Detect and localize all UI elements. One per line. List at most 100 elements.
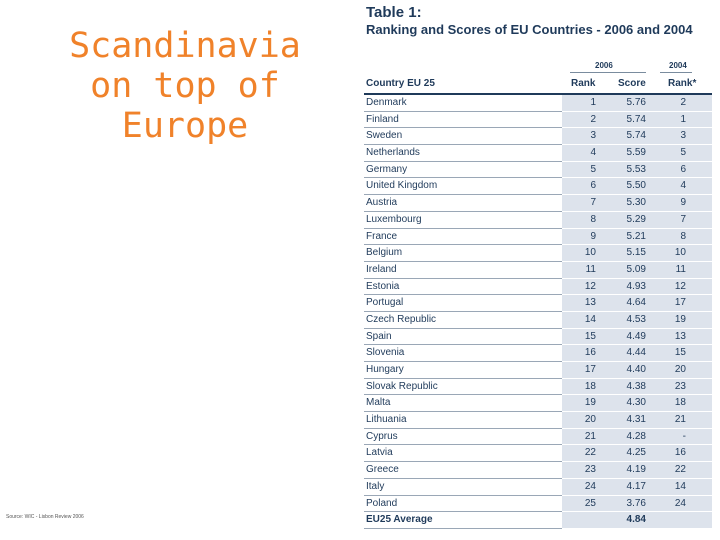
- year-2006-header: 2006: [595, 61, 613, 70]
- table-row: Finland 2 5.74 1: [342, 111, 720, 129]
- table-subtitle: Ranking and Scores of EU Countries - 200…: [366, 22, 693, 37]
- rank-cell: 2: [590, 113, 596, 125]
- rank-cell: 9: [590, 230, 596, 242]
- rank-2004-cell: -: [682, 430, 686, 442]
- rank-cell: 16: [584, 347, 596, 359]
- score-cell: 4.93: [626, 280, 646, 292]
- rank-cell: 6: [590, 180, 596, 192]
- score-cell: 5.09: [626, 263, 646, 275]
- country-cell: Luxembourg: [364, 212, 562, 229]
- rank-cell: 5: [590, 163, 596, 175]
- score-cell: 5.76: [626, 97, 646, 108]
- country-cell: Slovenia: [364, 345, 562, 362]
- country-cell: Ireland: [364, 262, 562, 279]
- rank-2004-cell: 14: [674, 480, 686, 492]
- row-shade: [562, 478, 712, 496]
- row-shade: [562, 128, 712, 146]
- score-cell: 3.76: [626, 497, 646, 509]
- column-header-rank-2004: Rank*: [668, 78, 697, 89]
- country-cell: Lithuania: [364, 412, 562, 429]
- rank-2004-cell: 15: [674, 347, 686, 359]
- rank-2004-cell: 19: [674, 313, 686, 325]
- score-cell: 4.84: [626, 514, 646, 526]
- slide-title: Scandinavia on top of Europe: [60, 26, 310, 146]
- rank-2004-cell: 18: [674, 397, 686, 409]
- row-shade: [562, 161, 712, 179]
- rank-cell: 23: [584, 464, 596, 476]
- table-body: Denmark 1 5.76 2 Finland 2 5.74 1 Sweden 3 5.74 3 Ne…: [342, 95, 720, 529]
- country-cell: Hungary: [364, 362, 562, 379]
- table-row: Greece 23 4.19 22: [342, 462, 720, 479]
- country-cell: Poland: [364, 496, 562, 513]
- table-row: Cyprus 21 4.28 -: [342, 428, 720, 446]
- table-row: Poland 25 3.76 24: [342, 495, 720, 513]
- country-cell: Netherlands: [364, 145, 562, 162]
- country-cell: Malta: [364, 395, 562, 413]
- ranking-table: Table 1: Ranking and Scores of EU Countr…: [342, 0, 720, 540]
- header-rule: [364, 93, 712, 95]
- country-cell: Greece: [364, 462, 562, 479]
- table-row: Italy 24 4.17 14: [342, 478, 720, 496]
- score-cell: 5.59: [626, 147, 646, 159]
- rank-cell: 7: [590, 197, 596, 209]
- score-cell: 5.15: [626, 247, 646, 259]
- row-shade: [562, 378, 712, 396]
- table-row: United Kingdom 6 5.50 4: [342, 178, 720, 196]
- score-cell: 4.64: [626, 297, 646, 309]
- row-shade: [562, 261, 712, 279]
- rank-cell: 19: [584, 397, 596, 409]
- rank-cell: 11: [585, 263, 596, 275]
- table-row: Belgium 10 5.15 10: [342, 245, 720, 262]
- table-row: Hungary 17 4.40 20: [342, 362, 720, 379]
- country-cell: Estonia: [364, 279, 562, 296]
- score-cell: 4.49: [626, 330, 646, 342]
- score-cell: 4.38: [626, 380, 646, 392]
- rank-cell: 3: [590, 130, 596, 142]
- rank-cell: 4: [590, 147, 596, 159]
- table-row: Spain 15 4.49 13: [342, 328, 720, 346]
- table-row: Estonia 12 4.93 12: [342, 278, 720, 296]
- slide-title-line-3: Europe: [121, 106, 249, 146]
- rank-cell: 18: [584, 380, 596, 392]
- row-shade: [562, 512, 712, 529]
- table-row: Czech Republic 14 4.53 19: [342, 311, 720, 329]
- rank-2004-cell: 10: [674, 247, 686, 259]
- rank-cell: 21: [584, 430, 596, 442]
- source-note: Source: WIC - Lisbon Review 2006: [6, 514, 84, 520]
- rank-2004-cell: 5: [680, 147, 686, 159]
- rank-cell: 13: [584, 297, 596, 309]
- table-row: Netherlands 4 5.59 5: [342, 145, 720, 162]
- row-shade: [562, 211, 712, 229]
- row-shade: [562, 295, 712, 312]
- country-cell: Portugal: [364, 295, 562, 312]
- country-cell: Slovak Republic: [364, 379, 562, 396]
- table-row: Malta 19 4.30 18: [342, 395, 720, 413]
- rank-cell: 12: [584, 280, 596, 292]
- score-cell: 4.40: [626, 364, 646, 375]
- row-shade: [562, 228, 712, 246]
- score-cell: 5.50: [626, 180, 646, 192]
- rank-2004-cell: 13: [674, 330, 686, 342]
- table-row: Slovenia 16 4.44 15: [342, 345, 720, 362]
- row-shade: [562, 278, 712, 296]
- row-shade: [562, 462, 712, 479]
- row-shade: [562, 412, 712, 429]
- table-row: Luxembourg 8 5.29 7: [342, 211, 720, 229]
- rank-cell: 10: [584, 247, 596, 259]
- year-2004-divider: [660, 72, 692, 73]
- row-shade: [562, 362, 712, 379]
- row-shade: [562, 395, 712, 413]
- rank-2004-cell: 7: [680, 213, 686, 225]
- table-row: Ireland 11 5.09 11: [342, 261, 720, 279]
- country-cell: Sweden: [364, 128, 562, 146]
- score-cell: 5.21: [626, 230, 646, 242]
- rank-2004-cell: 4: [680, 180, 686, 192]
- rank-2004-cell: 2: [680, 97, 686, 108]
- row-shade: [562, 428, 712, 446]
- country-cell: Latvia: [364, 445, 562, 463]
- row-shade: [562, 111, 712, 129]
- row-shade: [562, 145, 712, 162]
- country-cell: Austria: [364, 195, 562, 212]
- score-cell: 4.28: [626, 430, 646, 442]
- table-row: Austria 7 5.30 9: [342, 195, 720, 212]
